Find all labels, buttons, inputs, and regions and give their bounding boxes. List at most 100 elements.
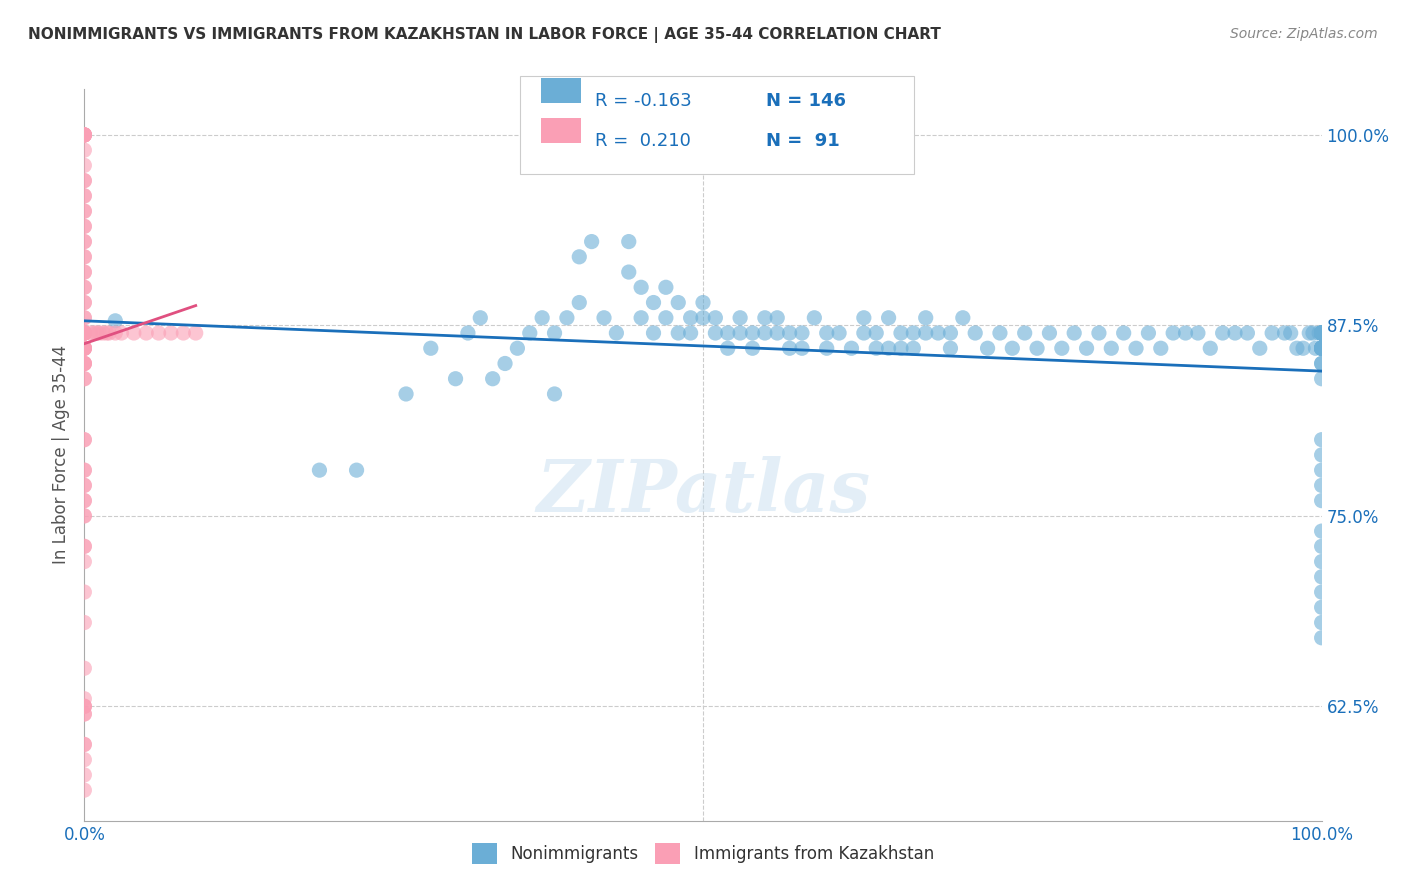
Point — [754, 326, 776, 340]
Point — [1310, 493, 1333, 508]
Point — [1236, 326, 1258, 340]
Point — [1310, 341, 1333, 355]
Point — [841, 341, 863, 355]
Point — [1310, 463, 1333, 477]
Point — [704, 326, 727, 340]
Point — [91, 326, 114, 340]
Point — [73, 204, 96, 219]
Point — [79, 326, 101, 340]
Point — [73, 357, 96, 371]
Point — [86, 326, 108, 340]
Point — [73, 250, 96, 264]
Point — [73, 478, 96, 492]
Point — [1310, 615, 1333, 630]
Point — [73, 310, 96, 325]
Point — [73, 295, 96, 310]
Point — [73, 699, 96, 714]
Point — [444, 372, 467, 386]
Point — [593, 310, 616, 325]
Point — [1310, 448, 1333, 462]
Point — [73, 706, 96, 721]
Point — [939, 341, 962, 355]
Point — [877, 341, 900, 355]
Point — [73, 508, 96, 523]
Point — [655, 310, 678, 325]
Point — [790, 341, 813, 355]
Point — [1310, 341, 1333, 355]
Point — [1125, 341, 1147, 355]
Point — [555, 310, 578, 325]
Point — [83, 326, 105, 340]
Point — [73, 189, 96, 203]
Point — [679, 310, 702, 325]
Point — [790, 326, 813, 340]
Point — [766, 326, 789, 340]
Point — [73, 768, 96, 782]
Point — [1298, 326, 1320, 340]
Point — [1261, 326, 1284, 340]
Point — [470, 310, 492, 325]
Point — [73, 265, 96, 279]
Point — [73, 219, 96, 234]
Point — [73, 372, 96, 386]
Point — [73, 691, 96, 706]
Point — [617, 265, 640, 279]
Point — [1310, 326, 1333, 340]
Point — [1099, 341, 1122, 355]
Point — [1137, 326, 1160, 340]
Text: Source: ZipAtlas.com: Source: ZipAtlas.com — [1230, 27, 1378, 41]
Point — [890, 326, 912, 340]
Point — [666, 295, 689, 310]
Point — [73, 341, 96, 355]
Point — [1187, 326, 1209, 340]
Point — [73, 341, 96, 355]
Point — [1310, 341, 1333, 355]
Point — [952, 310, 974, 325]
Point — [1310, 326, 1333, 340]
Point — [73, 463, 96, 477]
Point — [96, 326, 118, 340]
Point — [1292, 341, 1315, 355]
Point — [666, 326, 689, 340]
Point — [73, 326, 96, 340]
Point — [519, 326, 541, 340]
Point — [1038, 326, 1060, 340]
Point — [73, 738, 96, 752]
Point — [927, 326, 949, 340]
Point — [1310, 433, 1333, 447]
Point — [73, 174, 96, 188]
Point — [73, 357, 96, 371]
Point — [1310, 326, 1333, 340]
Point — [73, 341, 96, 355]
Point — [1310, 372, 1333, 386]
Point — [1310, 555, 1333, 569]
Point — [1001, 341, 1024, 355]
Point — [419, 341, 441, 355]
Point — [1310, 341, 1333, 355]
Point — [73, 326, 96, 340]
Point — [73, 235, 96, 249]
Point — [122, 326, 145, 340]
Point — [73, 539, 96, 553]
Point — [73, 326, 96, 340]
Point — [543, 387, 565, 401]
Point — [73, 219, 96, 234]
Point — [717, 326, 740, 340]
Point — [73, 699, 96, 714]
Point — [655, 280, 678, 294]
Point — [1249, 341, 1271, 355]
Text: N = 146: N = 146 — [766, 92, 846, 110]
Point — [630, 280, 652, 294]
Point — [1310, 326, 1333, 340]
Point — [73, 753, 96, 767]
Point — [73, 128, 96, 142]
Point — [1279, 326, 1302, 340]
Point — [865, 341, 887, 355]
Point — [890, 341, 912, 355]
Point — [568, 250, 591, 264]
Point — [779, 341, 801, 355]
Point — [73, 706, 96, 721]
Point — [939, 326, 962, 340]
Point — [1150, 341, 1173, 355]
Point — [852, 326, 875, 340]
